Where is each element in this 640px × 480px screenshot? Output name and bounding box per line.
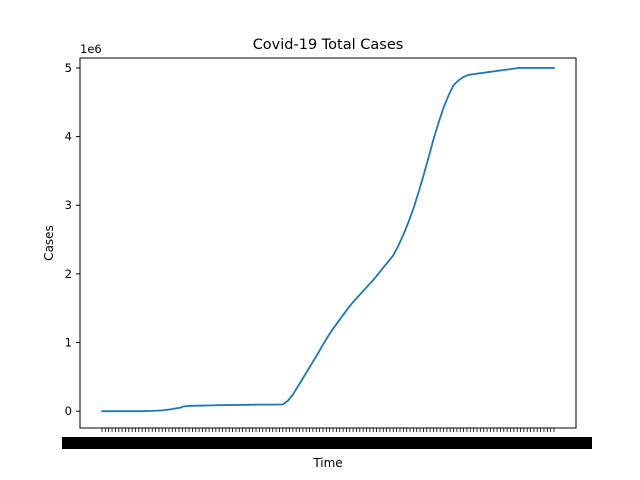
y-tick-label: 4 <box>65 130 72 144</box>
x-axis-label: Time <box>312 456 342 470</box>
x-axis <box>62 428 592 449</box>
y-offset-label: 1e6 <box>80 42 102 56</box>
series-layer <box>101 67 555 413</box>
y-axis-label: Cases <box>42 225 56 261</box>
plot-frame <box>79 57 577 429</box>
y-tick-label: 3 <box>65 198 72 212</box>
y-tick-label: 2 <box>65 267 72 281</box>
y-axis: 0 1 2 3 4 5 <box>65 61 80 418</box>
x-tick-labels-overlapping <box>62 437 592 449</box>
y-tick-label: 1 <box>65 336 72 350</box>
y-tick-label: 0 <box>65 404 72 418</box>
y-tick-label: 5 <box>65 61 72 75</box>
chart-title: Covid-19 Total Cases <box>253 37 404 53</box>
series-line <box>101 67 555 413</box>
